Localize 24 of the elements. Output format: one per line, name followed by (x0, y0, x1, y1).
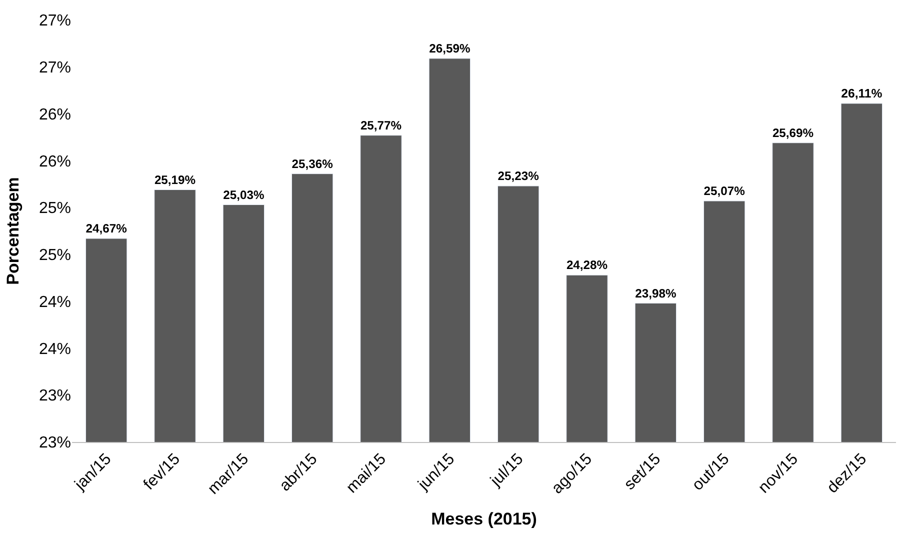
y-tick-label: 25% (38, 200, 71, 218)
data-label: 26,59% (429, 42, 470, 56)
data-label: 25,69% (772, 126, 814, 140)
y-tick-label: 23% (38, 434, 71, 452)
x-axis-title: Meses (2015) (431, 509, 537, 528)
y-tick-label: 26% (38, 106, 71, 124)
data-label: 23,98% (635, 286, 676, 300)
y-tick-label: 24% (38, 294, 71, 311)
y-axis-title: Porcentagem (4, 177, 23, 285)
y-tick-label: 27% (38, 59, 71, 76)
data-label: 25,36% (292, 156, 334, 171)
data-label: 25,77% (360, 118, 402, 132)
data-label: 25,03% (223, 188, 264, 202)
data-label: 25,07% (704, 184, 746, 198)
data-label: 25,23% (498, 169, 540, 184)
y-tick-label: 24% (38, 340, 71, 358)
data-label: 24,67% (86, 222, 128, 236)
y-tick-label: 25% (38, 247, 71, 264)
y-tick-label: 27% (38, 12, 71, 30)
data-label: 25,19% (154, 172, 196, 187)
y-tick-label: 26% (38, 153, 71, 170)
data-label: 24,28% (566, 258, 608, 272)
y-tick-label: 23% (38, 388, 71, 405)
data-label: 26,11% (841, 86, 882, 101)
